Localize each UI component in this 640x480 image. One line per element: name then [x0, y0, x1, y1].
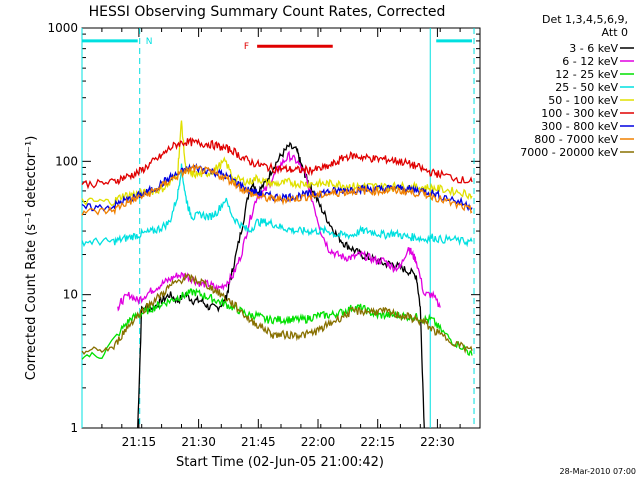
legend-label: 100 - 300 keV [541, 107, 618, 120]
y-axis-label: Corrected Count Rate (s⁻¹ detector⁻¹) [24, 136, 39, 381]
series-line [81, 287, 473, 360]
legend-label: 12 - 25 keV [555, 68, 618, 81]
x-tick-label: 21:15 [122, 435, 157, 449]
x-tick-label: 21:45 [241, 435, 276, 449]
legend-label: 3 - 6 keV [569, 42, 618, 55]
legend-label: 800 - 7000 keV [534, 133, 618, 146]
x-tick-label: 21:30 [181, 435, 216, 449]
y-tick-label: 100 [55, 154, 78, 168]
y-tick-label: 1 [70, 421, 78, 435]
x-tick-label: 22:30 [420, 435, 455, 449]
legend-label: 6 - 12 keV [562, 55, 618, 68]
footer-date: 28-Mar-2010 07:00 [560, 467, 637, 476]
legend-label: 7000 - 20000 keV [520, 146, 618, 159]
series-line [81, 272, 473, 356]
series-line [81, 163, 473, 216]
legend-header: Att 0 [602, 26, 628, 39]
series-line [117, 150, 441, 312]
legend-header: Det 1,3,4,5,6,9, [542, 13, 628, 26]
y-tick-label: 10 [63, 288, 78, 302]
series-line [81, 162, 473, 212]
y-tick-label: 1000 [47, 21, 78, 35]
x-tick-label: 22:00 [301, 435, 336, 449]
legend-label: 25 - 50 keV [555, 81, 618, 94]
axes: 1 10 100 1000 21:15 21:30 21:45 22:00 22:15 22:30 [47, 21, 481, 449]
overlay-label: N [146, 37, 153, 47]
series-line [81, 163, 473, 248]
legend-label: 300 - 800 keV [541, 120, 618, 133]
x-tick-label: 22:15 [360, 435, 395, 449]
series-line [81, 136, 473, 190]
overlay-label: F [244, 42, 249, 52]
legend-label: 50 - 100 keV [548, 94, 618, 107]
chart-title: HESSI Observing Summary Count Rates, Cor… [89, 4, 446, 20]
series-lines [81, 120, 473, 429]
x-axis-label: Start Time (02-Jun-05 21:00:42) [176, 455, 384, 470]
